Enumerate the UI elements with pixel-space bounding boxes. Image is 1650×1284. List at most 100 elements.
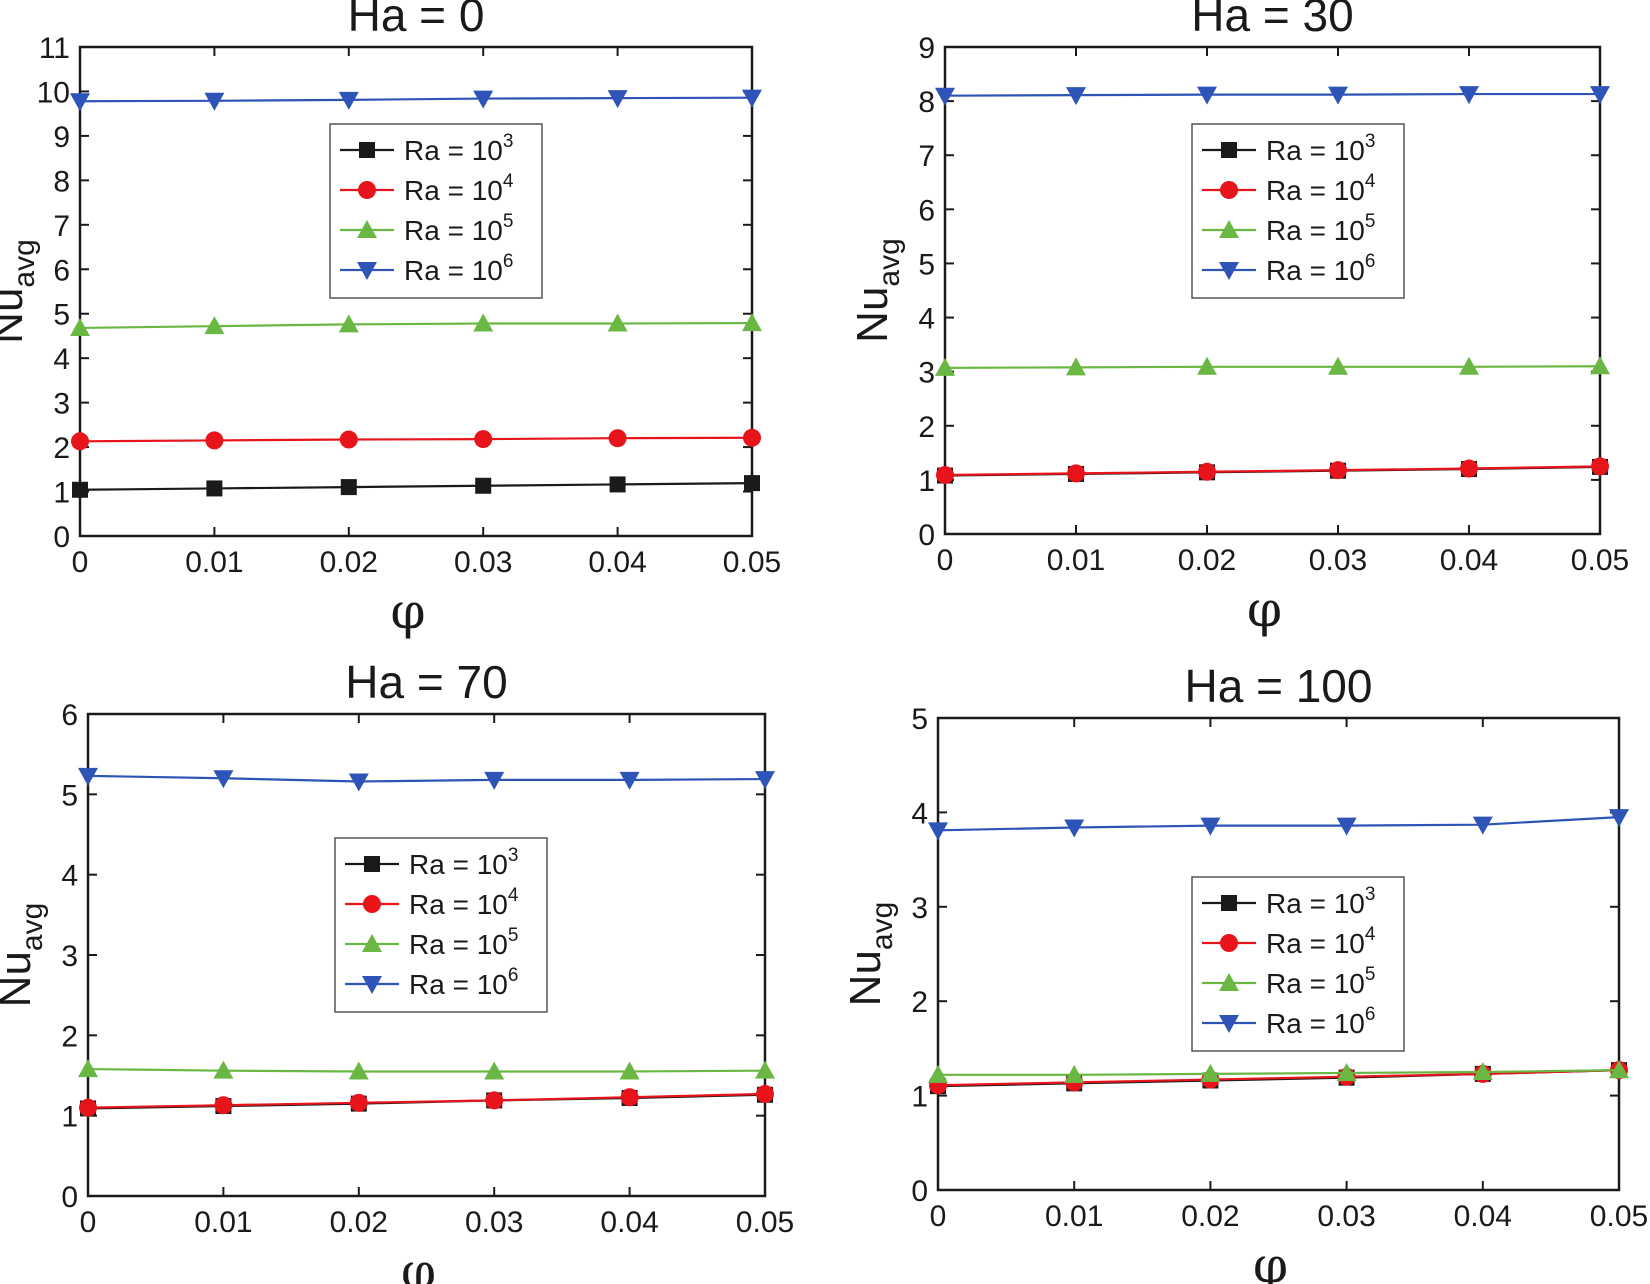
legend-entry: Ra = 105 bbox=[1266, 211, 1375, 246]
legend-entry: Ra = 105 bbox=[1266, 964, 1375, 999]
legend-marker bbox=[1221, 142, 1237, 158]
legend-entry: Ra = 106 bbox=[1266, 1004, 1375, 1039]
series-line-ra-1e5 bbox=[944, 365, 1601, 369]
legend-entry-base: Ra = 10 bbox=[1266, 255, 1365, 286]
data-point-ra-1e5 bbox=[1064, 1064, 1085, 1083]
series-line-ra-1e4 bbox=[937, 1069, 1620, 1087]
data-point-ra-1e5 bbox=[1328, 356, 1348, 375]
x-tick-label: 0.05 bbox=[1590, 1200, 1648, 1233]
x-tick-label: 0.02 bbox=[1178, 544, 1236, 577]
chart-panel-1: Ha = 0 0 1 2 3 4 5 6 7 8 9 10 11 0 0.01 0.02 0.03 0.04 0.0… bbox=[0, 0, 781, 640]
data-point-ra-1e4 bbox=[79, 1098, 97, 1117]
data-point-ra-1e6 bbox=[1200, 817, 1221, 836]
y-tick-label: 0 bbox=[911, 1175, 928, 1208]
data-point-ra-1e5 bbox=[1197, 356, 1217, 375]
data-point-ra-1e4 bbox=[608, 429, 627, 448]
y-tick-label: 0 bbox=[918, 519, 935, 552]
data-point-ra-1e5 bbox=[742, 313, 762, 332]
y-axis-label: Nuavg bbox=[0, 239, 41, 344]
y-tick-label: 0 bbox=[61, 1181, 78, 1214]
chart-panel-4: Ha = 100 0 1 2 3 4 5 0 0.01 0.02 0.03 0.04 0.05 φ Nuav… bbox=[841, 660, 1648, 1284]
legend-entry-base: Ra = 10 bbox=[409, 889, 508, 920]
y-axis-label-subscript: avg bbox=[866, 902, 899, 950]
chart-title: Ha = 30 bbox=[1191, 0, 1353, 41]
data-point-ra-1e6 bbox=[338, 91, 359, 110]
plot-frame bbox=[936, 716, 1621, 1192]
x-tick-label: 0.02 bbox=[330, 1206, 388, 1239]
x-axis-label: φ bbox=[401, 1242, 436, 1284]
legend-marker bbox=[363, 895, 381, 913]
data-point-ra-1e5 bbox=[1336, 1062, 1357, 1081]
y-tick-label: 1 bbox=[918, 465, 935, 498]
y-tick-label: 2 bbox=[911, 986, 928, 1019]
data-point-ra-1e4 bbox=[71, 432, 89, 451]
legend-entry-base: Ra = 10 bbox=[1266, 175, 1365, 206]
legend-entry-exponent: 3 bbox=[1365, 131, 1376, 152]
data-point-ra-1e3 bbox=[206, 480, 223, 497]
legend-entry-base: Ra = 10 bbox=[409, 849, 508, 880]
y-tick-label: 4 bbox=[61, 860, 78, 893]
x-tick-label: 0.05 bbox=[723, 546, 781, 579]
legend-marker bbox=[362, 976, 382, 994]
series-line-ra-1e3 bbox=[79, 481, 753, 491]
data-point-ra-1e5 bbox=[755, 1060, 775, 1079]
legend-entry-base: Ra = 10 bbox=[1266, 968, 1365, 999]
x-tick-label: 0 bbox=[72, 546, 89, 579]
data-point-ra-1e4 bbox=[339, 430, 358, 449]
data-point-ra-1e6 bbox=[1328, 86, 1348, 105]
y-tick-label: 1 bbox=[53, 477, 70, 510]
x-tick-label: 0.01 bbox=[1045, 1200, 1103, 1233]
y-axis-label-main: Nu bbox=[841, 950, 890, 1006]
data-point-ra-1e6 bbox=[473, 90, 494, 109]
legend-entry-exponent: 5 bbox=[1365, 211, 1376, 232]
legend-entry: Ra = 105 bbox=[409, 925, 518, 960]
x-tick-label: 0.02 bbox=[320, 546, 378, 579]
legend-marker bbox=[364, 856, 380, 872]
y-tick-label: 2 bbox=[61, 1020, 78, 1053]
x-tick-label: 0.01 bbox=[194, 1206, 252, 1239]
legend-marker bbox=[1220, 934, 1238, 952]
chart-panel-3: Ha = 70 0 1 2 3 4 5 6 0 0.01 0.02 0.03 0.04 0.05 φ Nuav… bbox=[0, 656, 794, 1284]
plot-frame bbox=[78, 45, 754, 538]
data-point-ra-1e4 bbox=[756, 1084, 774, 1103]
y-tick-label: 6 bbox=[918, 194, 935, 227]
data-point-ra-1e4 bbox=[214, 1096, 233, 1115]
y-tick-label: 5 bbox=[61, 779, 78, 812]
data-point-ra-1e5 bbox=[619, 1061, 640, 1080]
y-axis-label: Nuavg bbox=[0, 903, 49, 1008]
data-point-ra-1e6 bbox=[1197, 86, 1217, 105]
legend-entry-exponent: 6 bbox=[1365, 251, 1376, 272]
x-tick-label: 0.01 bbox=[185, 546, 243, 579]
x-tick-label: 0.02 bbox=[1181, 1200, 1239, 1233]
data-point-ra-1e5 bbox=[1472, 1062, 1493, 1080]
data-point-ra-1e5 bbox=[935, 357, 955, 376]
x-tick-label: 0.03 bbox=[1309, 544, 1367, 577]
data-point-ra-1e5 bbox=[204, 316, 225, 335]
data-point-ra-1e5 bbox=[70, 317, 90, 336]
legend-marker bbox=[1221, 895, 1237, 911]
data-point-ra-1e6 bbox=[1066, 87, 1086, 106]
data-point-ra-1e6 bbox=[78, 767, 98, 786]
y-tick-label: 9 bbox=[53, 121, 70, 154]
y-tick-label: 5 bbox=[918, 248, 935, 281]
y-tick-label: 1 bbox=[61, 1101, 78, 1134]
x-tick-label: 0.04 bbox=[600, 1206, 658, 1239]
y-tick-label: 9 bbox=[918, 32, 935, 65]
y-tick-label: 7 bbox=[918, 140, 935, 173]
data-point-ra-1e6 bbox=[213, 770, 234, 789]
y-tick-label: 4 bbox=[918, 303, 935, 336]
data-point-ra-1e4 bbox=[620, 1088, 639, 1107]
chart-panel-2: Ha = 30 0 1 2 3 4 5 6 7 8 9 0 0.01 0.02 0.03 0.04 0.05 φ N… bbox=[848, 0, 1629, 638]
data-point-ra-1e6 bbox=[1064, 819, 1085, 838]
legend-entry-base: Ra = 10 bbox=[1266, 135, 1365, 166]
legend-entry-base: Ra = 10 bbox=[404, 255, 503, 286]
y-tick-label: 2 bbox=[53, 432, 70, 465]
chart-title: Ha = 0 bbox=[348, 0, 485, 41]
data-point-ra-1e6 bbox=[742, 89, 762, 108]
legend-entry: Ra = 104 bbox=[409, 885, 519, 920]
legend-entry-exponent: 6 bbox=[503, 251, 514, 272]
data-point-ra-1e4 bbox=[936, 466, 954, 485]
legend-entry-base: Ra = 10 bbox=[1266, 215, 1365, 246]
x-tick-label: 0 bbox=[930, 1200, 947, 1233]
